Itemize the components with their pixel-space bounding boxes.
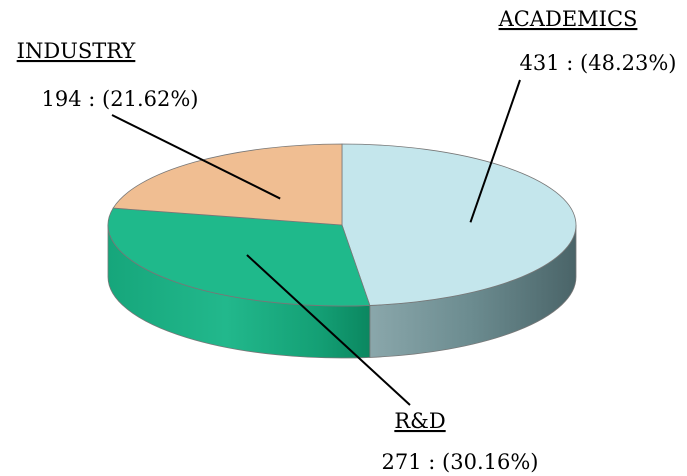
pie-slice-industry	[112, 143, 343, 226]
leader-line-rd	[246, 254, 411, 406]
pie-top-faces	[107, 143, 577, 307]
slice-labels: ACADEMICS 431 : (48.23%) INDUSTRY 194 : …	[17, 7, 677, 474]
value-label-academics: 431 : (48.23%)	[520, 51, 677, 75]
label-rd: R&D	[394, 409, 445, 433]
leader-line-industry	[111, 114, 281, 200]
leader-line-academics	[469, 79, 521, 223]
value-label-rd: 271 : (30.16%)	[382, 450, 539, 474]
leader-lines	[111, 79, 521, 406]
pie-slice-academics	[341, 143, 577, 306]
pie-slice-rd	[107, 207, 371, 307]
value-label-industry: 194 : (21.62%)	[42, 87, 199, 111]
label-academics: ACADEMICS	[498, 7, 638, 31]
label-industry: INDUSTRY	[17, 39, 137, 63]
